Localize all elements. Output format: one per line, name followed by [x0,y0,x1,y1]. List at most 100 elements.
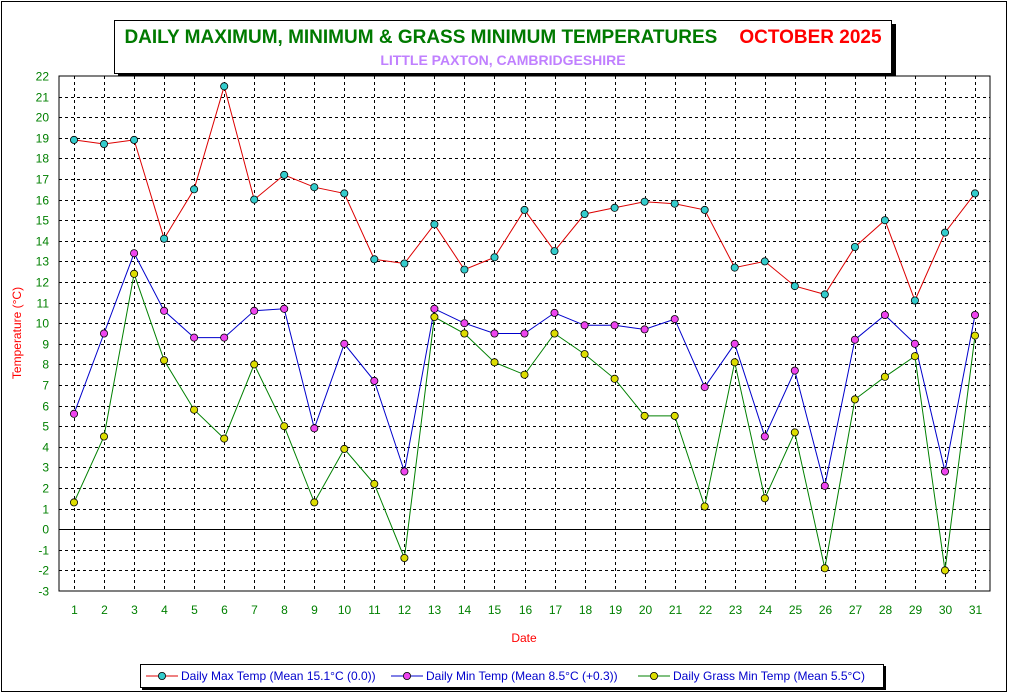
x-tick-label: 3 [131,603,138,617]
x-tick-label: 26 [819,603,833,617]
data-point-series-1 [820,481,829,490]
y-tick-label: 20 [36,111,50,125]
chart-title: DAILY MAXIMUM, MINIMUM & GRASS MINIMUM T… [124,27,718,48]
data-point-series-2 [820,564,829,573]
y-tick-label: 5 [42,420,49,434]
tick-labels: -3-2-10123456789101112131415161718192021… [36,70,983,618]
legend-swatch-grass [638,672,670,680]
data-point-series-2 [340,444,349,453]
x-tick-label: 5 [191,603,198,617]
data-point-series-0 [280,170,289,179]
data-point-series-0 [820,290,829,299]
y-tick-label: 9 [42,338,49,352]
legend: Daily Max Temp (Mean 15.1°C (0.0)) Daily… [140,664,884,688]
data-point-series-0 [580,209,589,218]
data-point-series-2 [400,554,409,563]
y-tick-label: 1 [42,503,49,517]
data-point-series-2 [160,356,169,365]
x-tick-label: 4 [161,603,168,617]
title-box: DAILY MAXIMUM, MINIMUM & GRASS MINIMUM T… [114,20,892,74]
series-group [70,82,980,575]
y-tick-label: 3 [42,461,49,475]
data-point-series-1 [670,315,679,324]
x-axis-label: Date [511,631,537,645]
y-tick-label: 21 [36,91,50,105]
data-point-series-0 [70,135,79,144]
data-point-series-1 [220,333,229,342]
y-tick-label: 18 [36,152,50,166]
data-point-series-2 [670,411,679,420]
data-point-series-2 [430,312,439,321]
data-point-series-2 [250,360,259,369]
data-point-series-2 [190,405,199,414]
y-tick-label: -2 [38,564,49,578]
y-tick-label: 16 [36,194,50,208]
data-point-series-1 [760,432,769,441]
data-point-series-2 [130,269,139,278]
data-point-series-1 [490,329,499,338]
x-tick-label: 24 [759,603,773,617]
data-point-series-2 [971,331,980,340]
y-tick-label: 22 [36,70,50,84]
data-point-series-1 [550,308,559,317]
data-point-series-0 [520,205,529,214]
data-point-series-1 [430,304,439,313]
data-point-series-1 [610,321,619,330]
data-point-series-2 [910,352,919,361]
data-point-series-1 [520,329,529,338]
x-tick-label: 6 [221,603,228,617]
data-point-series-1 [130,249,139,258]
data-point-series-2 [490,358,499,367]
x-tick-label: 29 [909,603,923,617]
x-tick-label: 17 [549,603,563,617]
data-point-series-1 [910,339,919,348]
data-point-series-1 [730,339,739,348]
data-point-series-0 [910,296,919,305]
data-point-series-0 [130,135,139,144]
y-tick-label: 15 [36,214,50,228]
data-point-series-0 [310,183,319,192]
data-point-series-2 [310,498,319,507]
data-point-series-0 [880,216,889,225]
data-point-series-0 [730,263,739,272]
y-tick-label: 0 [42,523,49,537]
data-point-series-0 [220,82,229,91]
data-point-series-1 [580,321,589,330]
x-tick-label: 7 [251,603,258,617]
chart-month: OCTOBER 2025 [739,27,882,48]
data-point-series-0 [340,189,349,198]
data-point-series-1 [160,306,169,315]
data-point-series-1 [70,409,79,418]
data-point-series-0 [790,282,799,291]
x-tick-label: 16 [519,603,533,617]
data-point-series-0 [850,242,859,251]
y-tick-label: -1 [38,544,49,558]
data-point-series-2 [100,432,109,441]
data-point-series-1 [400,467,409,476]
data-point-series-2 [460,329,469,338]
x-tick-label: 11 [368,603,381,617]
data-point-series-1 [250,306,259,315]
data-point-series-2 [700,502,709,511]
data-point-series-0 [400,259,409,268]
data-point-series-2 [370,479,379,488]
x-tick-label: 9 [311,603,318,617]
data-point-series-0 [941,228,950,237]
data-point-series-1 [100,329,109,338]
data-point-series-0 [610,203,619,212]
data-point-series-2 [520,370,529,379]
x-tick-label: 21 [669,603,683,617]
y-tick-label: 19 [36,132,50,146]
data-point-series-2 [850,395,859,404]
x-tick-label: 27 [849,603,863,617]
data-point-series-0 [250,195,259,204]
data-point-series-2 [550,329,559,338]
y-tick-label: 14 [36,235,50,249]
y-tick-label: 13 [36,255,50,269]
data-point-series-2 [640,411,649,420]
data-point-series-0 [640,197,649,206]
x-tick-label: 15 [488,603,502,617]
y-tick-label: 7 [42,379,49,393]
legend-label-min: Daily Min Temp (Mean 8.5°C (+0.3)) [426,669,618,683]
